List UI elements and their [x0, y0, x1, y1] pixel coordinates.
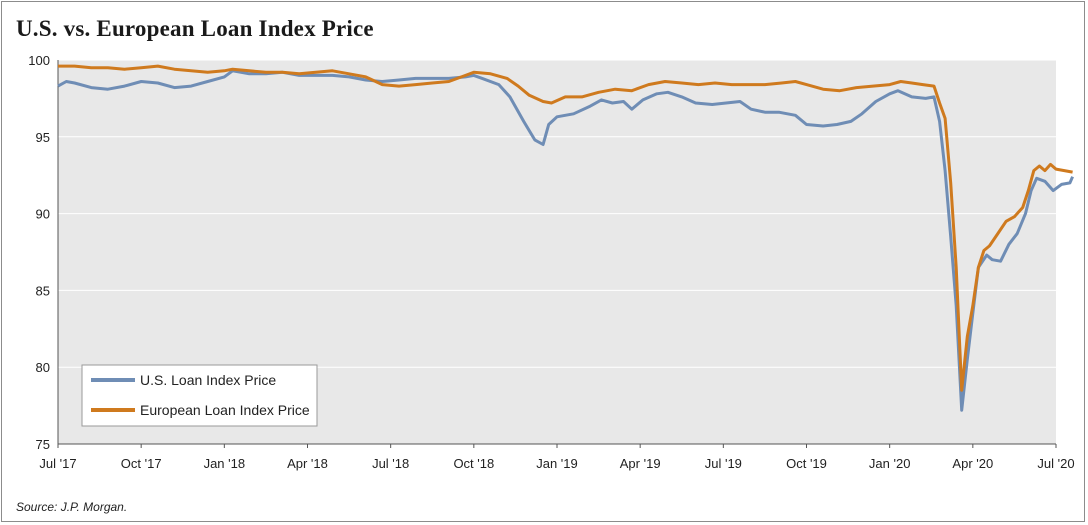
x-tick-label: Jan '18 — [204, 456, 246, 471]
x-tick-label: Oct '19 — [786, 456, 827, 471]
x-tick-label: Apr '20 — [952, 456, 993, 471]
legend: U.S. Loan Index Price European Loan Inde… — [81, 364, 318, 427]
x-tick-label: Apr '18 — [287, 456, 328, 471]
x-tick-label: Jul '17 — [39, 456, 76, 471]
legend-label-us: U.S. Loan Index Price — [140, 372, 276, 388]
grid-lines — [58, 59, 1056, 368]
y-tick-label: 80 — [36, 360, 50, 375]
x-tick-label: Jan '20 — [869, 456, 911, 471]
x-tick-label: Apr '19 — [620, 456, 661, 471]
x-tick-label: Jul '18 — [372, 456, 409, 471]
y-tick-label: 90 — [36, 207, 50, 222]
europe-series-line — [58, 64, 1073, 392]
y-tick-label: 85 — [36, 283, 50, 298]
x-axis-ticks: Jul '17 Oct '17 Jan '18 Apr '18 Jul '18 Oct '… — [39, 444, 1075, 471]
x-tick-label: Oct '17 — [121, 456, 162, 471]
y-tick-label: 75 — [36, 437, 50, 452]
x-tick-label: Jul '19 — [705, 456, 742, 471]
y-tick-label: 100 — [28, 53, 50, 68]
legend-box — [81, 364, 318, 427]
legend-label-europe: European Loan Index Price — [140, 402, 310, 418]
x-tick-label: Jan '19 — [536, 456, 578, 471]
x-tick-label: Oct '18 — [453, 456, 494, 471]
source-note: Source: J.P. Morgan. — [16, 500, 128, 514]
y-tick-label: 95 — [36, 130, 50, 145]
x-tick-label: Jul '20 — [1037, 456, 1074, 471]
y-axis-ticks: 75 80 85 90 95 100 — [28, 53, 50, 452]
chart-title: U.S. vs. European Loan Index Price — [16, 16, 374, 41]
series-lines — [57, 64, 1074, 412]
